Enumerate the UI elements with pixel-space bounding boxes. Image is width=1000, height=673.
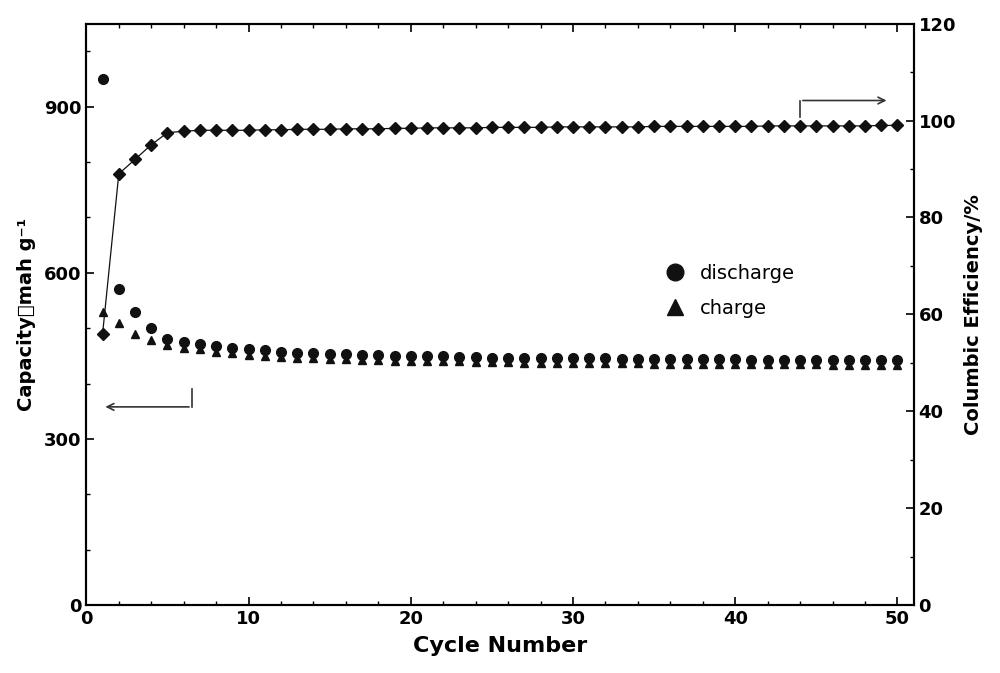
X-axis label: Cycle Number: Cycle Number [413, 637, 587, 656]
Legend: discharge, charge: discharge, charge [645, 254, 805, 327]
Y-axis label: Capacity（mah g⁻¹: Capacity（mah g⁻¹ [17, 218, 36, 411]
Y-axis label: Columbic Efficiency/%: Columbic Efficiency/% [964, 194, 983, 435]
